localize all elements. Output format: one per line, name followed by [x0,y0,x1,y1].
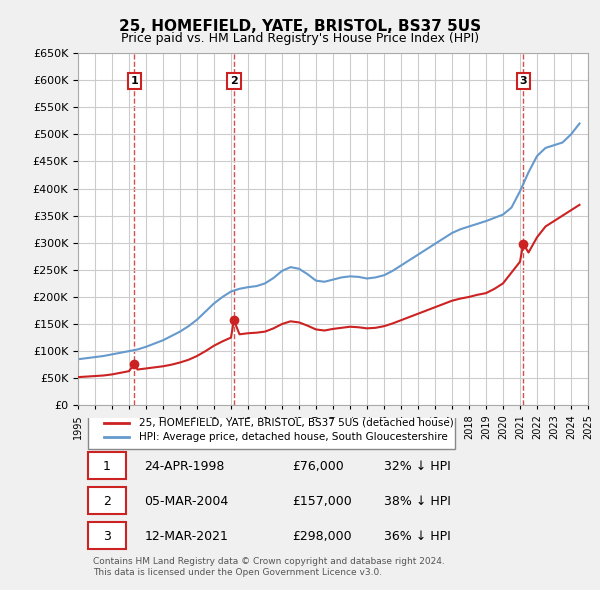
Text: Price paid vs. HM Land Registry's House Price Index (HPI): Price paid vs. HM Land Registry's House … [121,32,479,45]
FancyBboxPatch shape [88,522,127,549]
Text: 3: 3 [103,530,111,543]
Text: HPI: Average price, detached house, South Gloucestershire: HPI: Average price, detached house, Sout… [139,432,448,442]
Text: Contains HM Land Registry data © Crown copyright and database right 2024.
This d: Contains HM Land Registry data © Crown c… [94,557,445,576]
Text: 05-MAR-2004: 05-MAR-2004 [145,495,229,508]
Text: 1: 1 [103,460,111,473]
Text: 12-MAR-2021: 12-MAR-2021 [145,530,228,543]
FancyBboxPatch shape [88,452,127,479]
Text: 25, HOMEFIELD, YATE, BRISTOL, BS37 5US (detached house): 25, HOMEFIELD, YATE, BRISTOL, BS37 5US (… [139,418,454,428]
Text: 36% ↓ HPI: 36% ↓ HPI [384,530,451,543]
Text: £76,000: £76,000 [292,460,344,473]
Text: 38% ↓ HPI: 38% ↓ HPI [384,495,451,508]
Text: 2: 2 [230,76,238,86]
Text: 24-APR-1998: 24-APR-1998 [145,460,224,473]
Text: 25, HOMEFIELD, YATE, BRISTOL, BS37 5US: 25, HOMEFIELD, YATE, BRISTOL, BS37 5US [119,19,481,34]
FancyBboxPatch shape [88,487,127,514]
Text: £157,000: £157,000 [292,495,352,508]
Text: 1: 1 [130,76,138,86]
Text: 2: 2 [103,495,111,508]
FancyBboxPatch shape [88,410,455,448]
Text: 3: 3 [520,76,527,86]
Text: £298,000: £298,000 [292,530,352,543]
Text: 32% ↓ HPI: 32% ↓ HPI [384,460,451,473]
